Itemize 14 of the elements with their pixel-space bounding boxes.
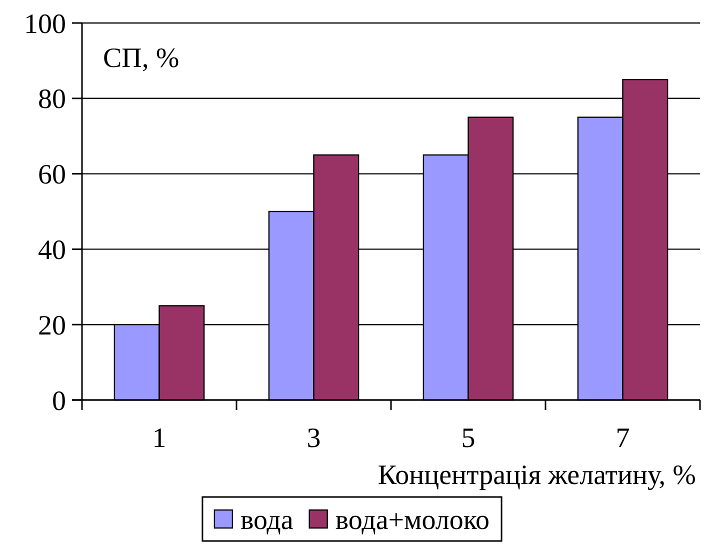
y-tick-label: 20	[38, 310, 66, 342]
legend-label: вода+молоко	[335, 504, 490, 536]
y-tick-label: 80	[38, 84, 66, 116]
x-axis-title: Концентрація желатину, %	[378, 460, 696, 491]
x-tick-label: 3	[306, 423, 321, 454]
x-tick-label: 7	[616, 423, 630, 454]
x-tick-label: 5	[461, 423, 476, 454]
y-tick-label: 0	[52, 386, 66, 417]
y-tick-label: 60	[38, 160, 66, 191]
y-tick-label: 40	[38, 235, 66, 266]
y-tick-label: 100	[24, 8, 66, 40]
y-axis-title: СП, %	[103, 43, 180, 74]
legend-label: вода	[240, 504, 294, 536]
x-tick-label: 1	[152, 423, 166, 454]
